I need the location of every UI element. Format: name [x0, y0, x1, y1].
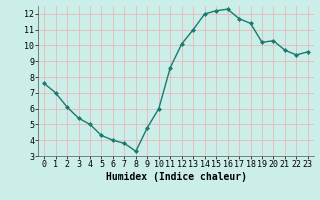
X-axis label: Humidex (Indice chaleur): Humidex (Indice chaleur)	[106, 172, 246, 182]
